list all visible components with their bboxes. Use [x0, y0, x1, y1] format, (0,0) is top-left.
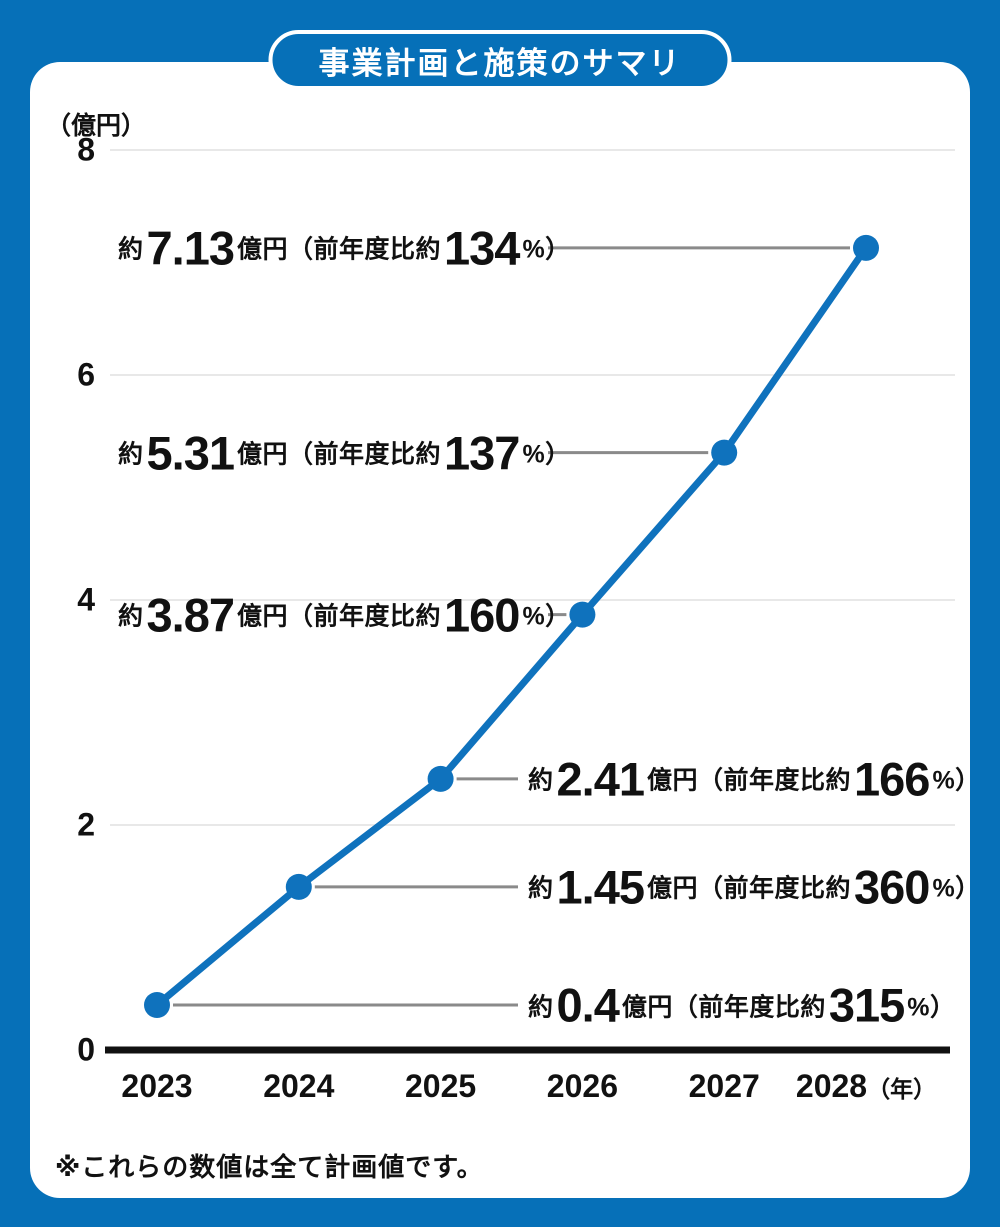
x-tick-2028: 2028（年） [786, 1068, 946, 1105]
data-point [427, 765, 454, 792]
y-tick-2: 2 [77, 806, 95, 843]
label-prefix: 約 [118, 602, 144, 631]
x-tick-label: 2028 [795, 1068, 868, 1104]
label-value: 7.13 [146, 221, 235, 275]
label-percent: 360 [854, 860, 930, 914]
label-percent: 137 [444, 426, 520, 480]
x-tick-label: 2027 [688, 1068, 760, 1104]
x-tick-label: 2025 [405, 1068, 477, 1104]
x-tick-label: 2024 [263, 1068, 335, 1104]
label-mid: 億円（前年度比約 [647, 874, 852, 903]
data-label-2023: 約 0.4 億円（前年度比約 315 %） [528, 982, 956, 1029]
data-label-2027: 約 5.31 億円（前年度比約 137 %） [118, 429, 571, 476]
x-tick-label: 2023 [121, 1068, 193, 1104]
label-prefix: 約 [528, 993, 554, 1021]
label-percent: 134 [444, 221, 520, 275]
label-mid: 億円（前年度比約 [237, 440, 442, 469]
label-prefix: 約 [118, 235, 144, 264]
label-suffix: %） [932, 766, 981, 795]
y-tick-6: 6 [77, 356, 95, 393]
x-tick-2025: 2025 [361, 1068, 521, 1105]
label-percent: 315 [828, 978, 905, 1032]
x-tick-2027: 2027 [644, 1068, 804, 1105]
label-suffix: %） [907, 993, 956, 1021]
footnote: ※これらの数値は全て計画値です。 [55, 1152, 484, 1182]
label-suffix: %） [522, 235, 571, 264]
chart-panel [30, 62, 970, 1198]
x-axis-year-suffix: （年） [867, 1076, 937, 1102]
label-mid: 億円（前年度比約 [621, 993, 826, 1021]
label-value: 5.31 [146, 426, 235, 480]
label-prefix: 約 [528, 874, 554, 903]
x-tick-2023: 2023 [77, 1068, 237, 1105]
x-tick-label: 2026 [546, 1068, 618, 1104]
data-point [711, 439, 738, 466]
label-value: 2.41 [556, 752, 645, 806]
data-point [285, 873, 312, 900]
label-mid: 億円（前年度比約 [237, 235, 442, 264]
label-value: 3.87 [146, 588, 235, 642]
label-suffix: %） [932, 874, 981, 903]
x-tick-2024: 2024 [219, 1068, 379, 1105]
label-mid: 億円（前年度比約 [237, 602, 442, 631]
data-label-2025: 約 2.41 億円（前年度比約 166 %） [528, 755, 981, 802]
label-prefix: 約 [118, 440, 144, 469]
page-title: 事業計画と施策のサマリ [318, 45, 682, 81]
label-mid: 億円（前年度比約 [647, 766, 852, 795]
data-point [569, 601, 596, 628]
y-tick-4: 4 [77, 581, 95, 618]
label-percent: 160 [444, 588, 520, 642]
label-prefix: 約 [528, 766, 554, 795]
label-suffix: %） [522, 602, 571, 631]
label-value: 1.45 [556, 860, 645, 914]
data-point [144, 992, 170, 1018]
label-percent: 166 [854, 752, 930, 806]
data-point [853, 234, 879, 261]
y-axis-unit-label: （億円） [46, 112, 147, 140]
data-label-2026: 約 3.87 億円（前年度比約 160 %） [118, 591, 571, 638]
data-label-2028: 約 7.13 億円（前年度比約 134 %） [118, 224, 571, 271]
title-pill: 事業計画と施策のサマリ [268, 30, 732, 90]
y-tick-8: 8 [77, 131, 95, 168]
y-tick-0: 0 [77, 1031, 95, 1068]
label-suffix: %） [522, 440, 571, 469]
series-line [153, 244, 870, 1009]
label-value: 0.4 [556, 978, 620, 1032]
x-tick-2026: 2026 [502, 1068, 662, 1105]
data-label-2024: 約 1.45 億円（前年度比約 360 %） [528, 863, 981, 910]
